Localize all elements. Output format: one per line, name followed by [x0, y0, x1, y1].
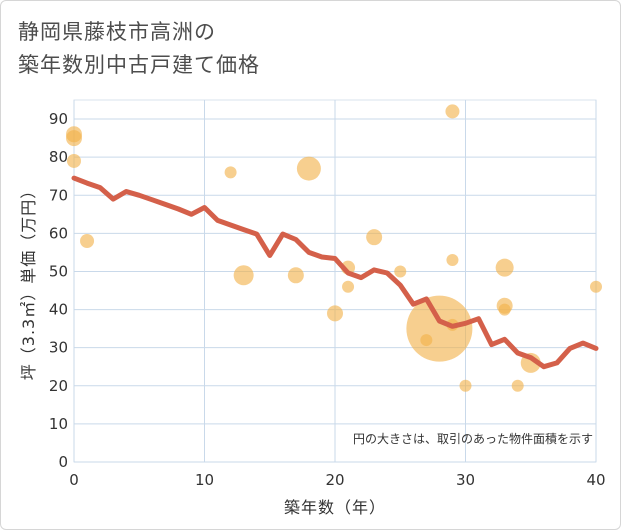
bubble-point — [445, 104, 460, 119]
bubble-point — [233, 265, 254, 286]
y-tick-label: 80 — [49, 148, 68, 166]
y-tick-labels: 0 10 20 30 40 50 60 70 80 90 — [49, 110, 68, 471]
size-annotation: 円の大きさは、取引のあった物件面積を示す — [353, 431, 593, 446]
bubble-point — [446, 254, 459, 267]
chart-title-line1: 静岡県藤枝市高洲の — [18, 20, 216, 44]
bubble-point — [394, 265, 407, 278]
bubble-point — [66, 130, 82, 147]
y-axis-title: 坪（3.3㎡）単価（万円） — [19, 182, 38, 380]
bubble-point — [590, 280, 602, 293]
y-tick-label: 20 — [49, 377, 68, 395]
bubble-layer — [66, 104, 602, 392]
x-axis-title: 築年数（年） — [284, 498, 386, 517]
bubble-point — [342, 280, 355, 293]
y-tick-label: 50 — [49, 262, 68, 280]
y-tick-label: 70 — [49, 186, 68, 204]
bubble-point — [498, 303, 511, 316]
y-tick-label: 10 — [49, 415, 68, 433]
y-tick-label: 0 — [58, 453, 68, 471]
bubble-point — [459, 379, 472, 392]
bubble-point — [287, 267, 304, 284]
x-tick-labels: 0 10 20 30 40 — [69, 471, 605, 489]
x-tick-label: 10 — [195, 471, 214, 489]
bubble-point — [495, 258, 514, 277]
bubble-point — [80, 233, 95, 248]
x-tick-label: 30 — [456, 471, 475, 489]
chart-title-line2: 築年数別中古戸建て価格 — [18, 53, 260, 77]
x-tick-label: 20 — [325, 471, 344, 489]
y-tick-label: 30 — [49, 339, 68, 357]
bubble-point — [67, 153, 81, 168]
trend-line — [71, 175, 599, 370]
bubble-point — [327, 305, 343, 322]
x-tick-label: 40 — [586, 471, 605, 489]
chart-title: 静岡県藤枝市高洲の 築年数別中古戸建て価格 — [18, 16, 260, 82]
bubble-point — [406, 295, 473, 362]
bubble-point — [224, 166, 237, 179]
bubble-point — [296, 156, 321, 181]
y-tick-label: 40 — [49, 301, 68, 319]
bubble-point — [366, 229, 383, 246]
y-tick-label: 60 — [49, 224, 68, 242]
bubble-point — [511, 379, 524, 392]
grid-lines — [73, 99, 597, 463]
y-tick-label: 90 — [49, 110, 68, 128]
x-tick-label: 0 — [69, 471, 79, 489]
